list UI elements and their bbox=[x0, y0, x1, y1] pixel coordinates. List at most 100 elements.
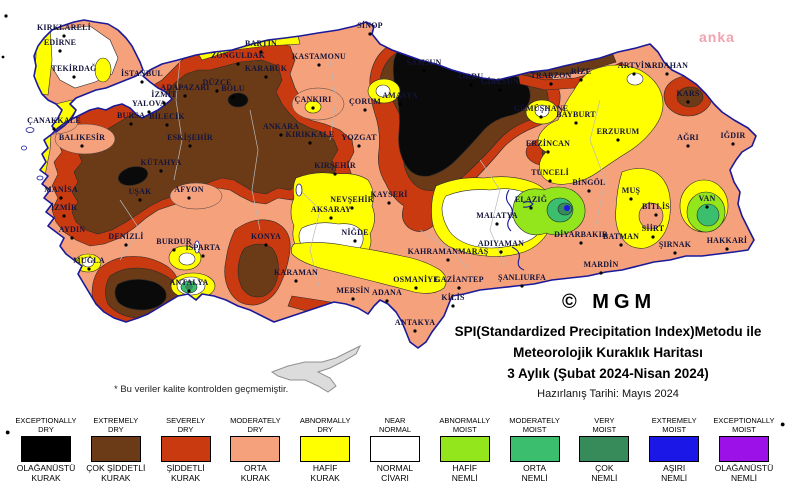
legend-color-swatch bbox=[230, 436, 281, 462]
city-dot bbox=[187, 289, 191, 293]
city-label: BOLU bbox=[221, 84, 244, 93]
title-line-3: 3 Aylık (Şubat 2024-Nisan 2024) bbox=[507, 366, 709, 381]
city-label: KAYSERİ bbox=[370, 189, 407, 199]
mgm-copyright: © MGM bbox=[562, 291, 657, 313]
city-label: ERZİNCAN bbox=[526, 138, 570, 148]
city-dot bbox=[413, 329, 417, 333]
legend-color-swatch bbox=[649, 436, 700, 462]
legend-color-swatch bbox=[718, 436, 769, 462]
city-label: OSMANİYE bbox=[393, 274, 439, 284]
city-dot bbox=[264, 75, 268, 79]
city-dot bbox=[264, 243, 268, 247]
legend-item: VERY MOIST ÇOK NEMLİ bbox=[570, 416, 638, 484]
city-label: BURDUR bbox=[156, 237, 191, 246]
legend-tr-line2: NEMLİ bbox=[730, 472, 757, 483]
legend-en-line1: MODERATELY bbox=[509, 416, 560, 425]
city-label: MUŞ bbox=[622, 186, 641, 195]
city-dot bbox=[138, 198, 142, 202]
drought-legend: EXCEPTIONALLY DRY OLAĞANÜSTÜ KURAK EXTREME… bbox=[0, 412, 790, 484]
city-dot bbox=[187, 196, 191, 200]
city-label: VAN bbox=[699, 194, 716, 203]
legend-tr-line1: OLAĞANÜSTÜ bbox=[16, 463, 76, 473]
city-dot bbox=[58, 49, 62, 53]
city-dot bbox=[457, 286, 461, 290]
city-label: BİLECİK bbox=[149, 111, 185, 121]
legend-en-line2: MOIST bbox=[592, 425, 617, 434]
legend-item: EXCEPTIONALLY DRY OLAĞANÜSTÜ KURAK bbox=[12, 416, 80, 484]
city-label: KIRIKKALE bbox=[286, 130, 335, 139]
city-dot bbox=[498, 88, 502, 92]
city-label: ANTALYA bbox=[170, 278, 209, 287]
city-label: GAZİANTEP bbox=[434, 274, 483, 284]
city-dot bbox=[333, 172, 337, 176]
legend-en-line1: EXTREMELY bbox=[93, 416, 139, 425]
city-label: ŞANLIURFA bbox=[498, 273, 546, 282]
legend-tr-line1: ŞİDDETLİ bbox=[166, 463, 205, 473]
city-label: KIRKLARELİ bbox=[37, 22, 91, 32]
city-dot bbox=[469, 83, 473, 87]
city-label: HAKKARİ bbox=[707, 235, 748, 245]
legend-color-swatch bbox=[160, 436, 211, 462]
city-label: BİNGÖL bbox=[572, 177, 605, 187]
city-dot bbox=[398, 102, 402, 106]
city-dot bbox=[294, 279, 298, 283]
legend-tr-line2: KURAK bbox=[31, 472, 61, 483]
city-label: KAHRAMANMARAŞ bbox=[408, 247, 489, 256]
city-labels-layer: KIRKLARELİEDİRNETEKİRDAĞİSTANBULYALOVAİZ… bbox=[27, 20, 747, 333]
city-label: BARTIN bbox=[245, 39, 277, 48]
city-dot bbox=[172, 248, 176, 252]
city-label: NEVŞEHİR bbox=[330, 194, 373, 204]
legend-tr-line2: KURAK bbox=[310, 472, 340, 483]
city-dot bbox=[579, 241, 583, 245]
city-dot bbox=[308, 141, 312, 145]
city-dot bbox=[124, 243, 128, 247]
city-label: AFYON bbox=[174, 185, 203, 194]
city-dot bbox=[587, 189, 591, 193]
legend-tr-line1: HAFİF bbox=[312, 463, 338, 473]
city-dot bbox=[236, 62, 240, 66]
legend-item: EXCEPTIONALLY MOIST OLAĞANÜSTÜ NEMLİ bbox=[710, 416, 778, 484]
city-label: ADIYAMAN bbox=[478, 239, 524, 248]
legend-item: EXTREMELY DRY ÇOK ŞİDDETLİ KURAK bbox=[82, 416, 150, 484]
city-dot bbox=[188, 144, 192, 148]
city-label: İZMİT bbox=[151, 89, 177, 99]
legend-item: MODERATELY MOIST ORTA NEMLİ bbox=[501, 416, 569, 484]
bullet-dot-left: ● bbox=[5, 427, 11, 437]
quality-footnote: * Bu veriler kalite kontrolden geçmemişt… bbox=[114, 384, 289, 395]
city-dot bbox=[520, 284, 524, 288]
city-label: YOZGAT bbox=[341, 133, 377, 142]
city-label: DİYARBAKIR bbox=[554, 229, 608, 239]
city-label: DENİZLİ bbox=[108, 231, 143, 241]
city-dot bbox=[52, 127, 56, 131]
legend-en-line2: DRY bbox=[107, 425, 124, 434]
city-dot bbox=[201, 254, 205, 258]
city-dot bbox=[654, 213, 658, 217]
legend-en-line1: NEAR bbox=[384, 416, 406, 425]
city-label: ERZURUM bbox=[597, 127, 640, 136]
legend-tr-line1: ÇOK ŞİDDETLİ bbox=[86, 463, 146, 473]
city-dot bbox=[599, 271, 603, 275]
city-label: ARDAHAN bbox=[646, 61, 688, 70]
city-label: BİTLİS bbox=[642, 201, 670, 211]
legend-tr-line1: ORTA bbox=[243, 463, 267, 473]
city-label: RİZE bbox=[571, 66, 591, 76]
legend-color-swatch bbox=[439, 436, 490, 462]
city-dot bbox=[451, 304, 455, 308]
city-label: ŞIRNAK bbox=[659, 240, 692, 249]
city-dot bbox=[673, 251, 677, 255]
city-dot bbox=[129, 122, 133, 126]
city-dot bbox=[629, 197, 633, 201]
legend-en-line2: DRY bbox=[317, 425, 334, 434]
city-label: ÇANAKKALE bbox=[27, 116, 81, 125]
legend-en-line1: ABNORMALLY bbox=[299, 416, 351, 425]
city-label: UŞAK bbox=[128, 187, 152, 196]
title-line-1: SPI(Standardized Precipitation Index)Met… bbox=[454, 324, 762, 339]
city-dot bbox=[70, 236, 74, 240]
city-label: BURSA bbox=[117, 111, 145, 120]
city-label: GÜMÜŞHANE bbox=[514, 104, 569, 113]
city-dot bbox=[725, 247, 729, 251]
city-label: MERSİN bbox=[336, 285, 369, 295]
city-label: SİİRT bbox=[642, 223, 665, 233]
city-dot bbox=[546, 150, 550, 154]
city-label: MARDİN bbox=[584, 259, 619, 269]
